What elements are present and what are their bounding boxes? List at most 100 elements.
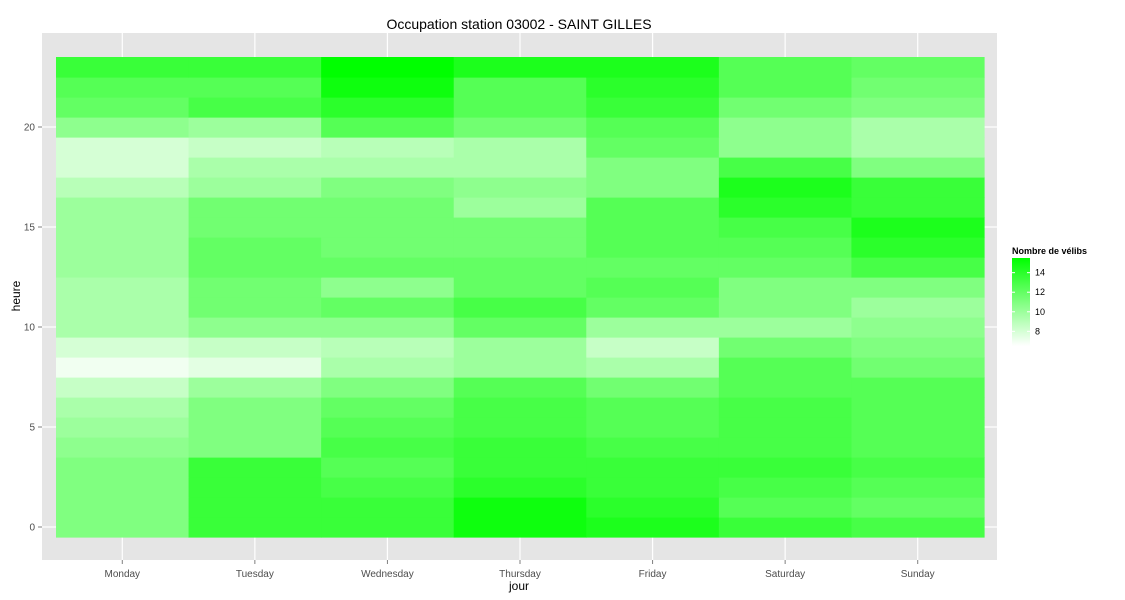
- heatmap-cell: [718, 57, 853, 78]
- heatmap-cell: [851, 77, 985, 98]
- heatmap-cell: [851, 437, 985, 458]
- x-tick-label: Friday: [639, 569, 667, 580]
- heatmap-cell: [188, 477, 322, 498]
- heatmap-cell: [586, 217, 720, 238]
- y-tick-label: 0: [29, 523, 35, 534]
- heatmap-cell: [321, 417, 455, 438]
- heatmap-cell: [586, 457, 720, 478]
- heatmap-cell: [586, 337, 720, 358]
- heatmap-cell: [321, 397, 455, 418]
- heatmap-cell: [851, 157, 985, 178]
- heatmap-cell: [718, 117, 853, 138]
- heatmap-cell: [188, 177, 322, 198]
- x-tick-label: Saturday: [765, 569, 805, 580]
- heatmap-cell: [56, 117, 190, 138]
- heatmap-cell: [851, 117, 985, 138]
- heatmap-cell: [56, 497, 190, 518]
- heatmap-cell: [851, 257, 985, 278]
- heatmap-cell: [188, 317, 322, 338]
- heatmap-cell: [56, 257, 190, 278]
- heatmap-cell: [453, 97, 587, 118]
- heatmap-cell: [851, 397, 985, 418]
- heatmap-cell: [321, 297, 455, 318]
- heatmap-cell: [321, 237, 455, 258]
- heatmap-cell: [453, 337, 587, 358]
- heatmap-cell: [321, 477, 455, 498]
- y-tick-label: 15: [24, 223, 36, 234]
- heatmap-cell: [321, 217, 455, 238]
- heatmap-cell: [453, 57, 587, 78]
- legend-tick-label: 14: [1035, 268, 1045, 278]
- heatmap-cell: [188, 217, 322, 238]
- heatmap-cell: [453, 137, 587, 158]
- heatmap-cell: [321, 277, 455, 298]
- heatmap-cell: [188, 237, 322, 258]
- heatmap-cell: [453, 397, 587, 418]
- heatmap-cell: [321, 257, 455, 278]
- heatmap-cell: [188, 517, 322, 538]
- heatmap-cell: [321, 337, 455, 358]
- heatmap-cell: [586, 517, 720, 538]
- heatmap-cell: [586, 297, 720, 318]
- heatmap-cell: [188, 257, 322, 278]
- legend-title: Nombre de vélibs: [1012, 246, 1087, 256]
- heatmap-cell: [56, 137, 190, 158]
- heatmap-cell: [586, 117, 720, 138]
- heatmap-cell: [851, 57, 985, 78]
- x-tick-label: Monday: [104, 569, 140, 580]
- heatmap-cell: [851, 217, 985, 238]
- heatmap-cell: [586, 477, 720, 498]
- heatmap-cell: [56, 357, 190, 378]
- heatmap-cell: [453, 117, 587, 138]
- chart-title: Occupation station 03002 - SAINT GILLES: [386, 16, 651, 32]
- heatmap-cell: [453, 217, 587, 238]
- heatmap-cell: [586, 237, 720, 258]
- heatmap-cell: [188, 377, 322, 398]
- heatmap-cell: [56, 337, 190, 358]
- heatmap-cell: [453, 237, 587, 258]
- heatmap-cell: [851, 497, 985, 518]
- heatmap-cell: [56, 57, 190, 78]
- heatmap-cell: [718, 217, 853, 238]
- legend-colorbar: [1012, 258, 1030, 346]
- heatmap-cell: [453, 357, 587, 378]
- heatmap-cell: [188, 437, 322, 458]
- heatmap-cell: [188, 197, 322, 218]
- heatmap-cell: [453, 457, 587, 478]
- heatmap-cell: [56, 477, 190, 498]
- heatmap-cell: [718, 137, 853, 158]
- heatmap-cell: [188, 297, 322, 318]
- y-tick-label: 5: [29, 423, 35, 434]
- heatmap-cell: [188, 397, 322, 418]
- legend: Nombre de vélibs 8 10 12 14: [1012, 246, 1087, 346]
- heatmap-cell: [586, 417, 720, 438]
- heatmap-cell: [851, 417, 985, 438]
- heatmap-cell: [586, 317, 720, 338]
- heatmap-cell: [586, 357, 720, 378]
- heatmap-cell: [188, 357, 322, 378]
- heatmap-cell: [586, 137, 720, 158]
- heatmap-cell: [453, 517, 587, 538]
- heatmap-cell: [453, 497, 587, 518]
- heatmap-cell: [56, 317, 190, 338]
- heatmap-cell: [56, 377, 190, 398]
- x-tick-label: Wednesday: [361, 569, 414, 580]
- heatmap-cell: [188, 277, 322, 298]
- heatmap-cell: [718, 337, 853, 358]
- legend-tick-label: 8: [1035, 326, 1040, 336]
- heatmap-cell: [851, 197, 985, 218]
- heatmap-cell: [851, 457, 985, 478]
- heatmap-cell: [56, 417, 190, 438]
- y-axis-title: heure: [9, 280, 23, 311]
- heatmap-cell: [586, 157, 720, 178]
- heatmap-cell: [188, 137, 322, 158]
- heatmap-cell: [586, 197, 720, 218]
- heatmap-cell: [321, 437, 455, 458]
- heatmap-cell: [851, 137, 985, 158]
- heatmap-cell: [586, 377, 720, 398]
- heatmap-cell: [56, 457, 190, 478]
- heatmap-cell: [56, 197, 190, 218]
- heatmap-cell: [188, 57, 322, 78]
- heatmap-cell: [718, 477, 853, 498]
